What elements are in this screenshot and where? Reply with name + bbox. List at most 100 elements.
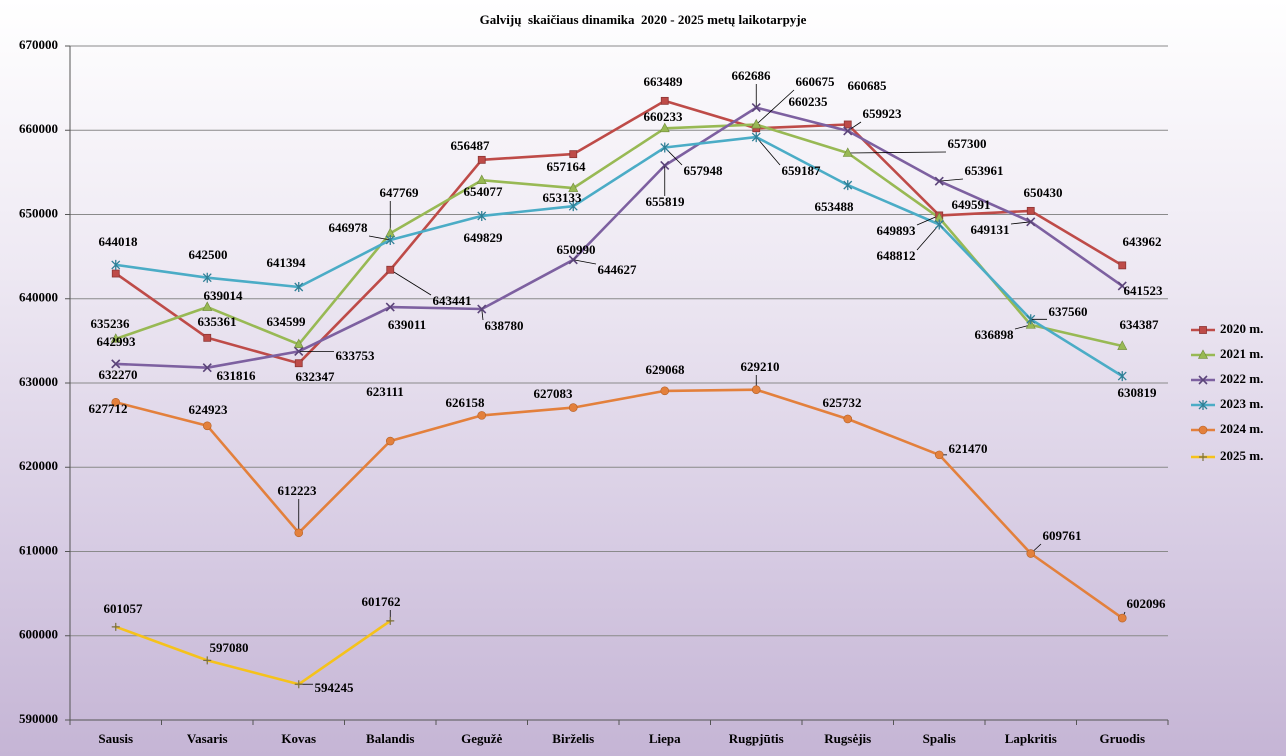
- legend-marker: [1199, 453, 1207, 461]
- data-point-marker: [477, 210, 487, 221]
- x-tick-label: Rugsėjis: [824, 731, 871, 746]
- data-point-marker: [1118, 261, 1127, 270]
- data-point-marker: [1026, 206, 1035, 215]
- legend-label: 2024 m.: [1220, 421, 1263, 436]
- data-point-marker: [293, 338, 304, 349]
- data-point-marker: [111, 259, 121, 270]
- data-point-marker: [203, 656, 212, 665]
- data-point-marker: [111, 622, 120, 631]
- legend-item-2023-m: 2023 m.: [1191, 396, 1263, 411]
- leader-line: [573, 259, 597, 265]
- data-label: 629210: [741, 359, 780, 374]
- data-label: 659923: [863, 106, 903, 121]
- series-line-2025-m: [114, 619, 392, 686]
- series-line-2022-m: [114, 106, 1124, 370]
- series-line-2023-m: [114, 135, 1124, 378]
- data-point-marker: [386, 265, 395, 274]
- data-label: 644018: [99, 234, 139, 249]
- data-point-marker: [659, 122, 670, 133]
- data-labels: 642993 635361 632347 643441 656487 657164 6634…: [89, 68, 1167, 695]
- data-label: 644627: [598, 262, 638, 277]
- data-label: 641394: [267, 255, 307, 270]
- data-label: 648812: [877, 248, 916, 263]
- data-point-marker: [294, 346, 304, 356]
- x-tick-label: Sausis: [98, 731, 133, 746]
- data-label: 653133: [543, 190, 583, 205]
- data-point-marker: [660, 142, 670, 153]
- data-point-marker: [1117, 281, 1127, 291]
- data-point-marker: [110, 333, 121, 343]
- x-tick-label: Gegužė: [461, 731, 502, 746]
- data-point-marker: [568, 403, 578, 412]
- data-point-marker: [569, 150, 578, 159]
- data-label: 627712: [89, 401, 128, 416]
- data-label: 594245: [315, 680, 355, 695]
- data-label: 627083: [534, 386, 574, 401]
- series-line-2020-m: [114, 99, 1124, 365]
- data-point-marker: [476, 174, 487, 184]
- data-point-marker: [294, 282, 304, 293]
- data-point-marker: [1117, 340, 1128, 350]
- data-point-marker: [660, 386, 670, 396]
- data-label: 631816: [217, 368, 257, 383]
- data-point-marker: [386, 616, 395, 625]
- data-label: 635236: [91, 316, 131, 331]
- data-point-marker: [934, 450, 944, 460]
- data-label: 649591: [952, 197, 991, 212]
- data-point-marker: [385, 436, 395, 446]
- data-point-marker: [1026, 549, 1036, 558]
- legend-marker: [1198, 375, 1208, 385]
- data-label: 663489: [644, 74, 684, 89]
- y-tick-label: 620000: [19, 458, 58, 473]
- x-tick-label: Lapkritis: [1005, 731, 1057, 746]
- data-point-marker: [934, 176, 944, 186]
- data-label: 657300: [948, 136, 987, 151]
- legend-label: 2020 m.: [1220, 321, 1263, 336]
- data-point-marker: [477, 155, 486, 164]
- data-point-marker: [751, 103, 761, 113]
- x-tick-label: Kovas: [281, 731, 316, 746]
- data-point-marker: [477, 304, 487, 314]
- x-tick-label: Spalis: [923, 731, 956, 746]
- leader-line: [847, 151, 947, 154]
- legend-item-2025-m: 2025 m.: [1191, 448, 1263, 463]
- y-tick-label: 650000: [19, 205, 58, 220]
- chart-title: Galvijų skaičiaus dinamika 2020 - 2025 m…: [480, 12, 807, 27]
- data-label: 642993: [97, 334, 137, 349]
- data-label: 660675: [796, 74, 836, 89]
- data-point-marker: [843, 120, 852, 129]
- data-label: 634387: [1120, 317, 1160, 332]
- data-point-marker: [385, 302, 395, 312]
- data-label: 662686: [732, 68, 772, 83]
- data-label: 601762: [362, 594, 401, 609]
- data-label: 629068: [646, 362, 686, 377]
- data-label: 632270: [99, 367, 138, 382]
- data-point-marker: [111, 397, 121, 407]
- data-point-marker: [294, 680, 303, 689]
- y-tick-label: 630000: [19, 374, 58, 389]
- data-point-marker: [477, 411, 487, 420]
- legend-item-2024-m: 2024 m.: [1191, 421, 1263, 436]
- legend-marker: [1198, 400, 1208, 410]
- data-label: 657948: [684, 163, 724, 178]
- data-point-marker: [1026, 314, 1036, 325]
- data-point-marker: [1026, 217, 1036, 227]
- leader-line: [1010, 221, 1031, 225]
- series-lines: [114, 99, 1124, 686]
- data-label: 633753: [336, 348, 376, 363]
- gridlines: 670000 660000 650000 640000 630000 620000 6100…: [19, 37, 1168, 726]
- data-label: 649131: [971, 222, 1010, 237]
- data-point-marker: [111, 359, 121, 369]
- data-point-marker: [751, 385, 761, 394]
- data-label: 641523: [1124, 283, 1164, 298]
- data-label: 634599: [267, 314, 307, 329]
- legend-item-2022-m: 2022 m.: [1191, 371, 1263, 386]
- data-label: 657164: [547, 159, 587, 174]
- data-point-marker: [842, 147, 853, 157]
- data-point-marker: [294, 528, 304, 538]
- leader-line: [390, 269, 432, 296]
- data-label: 650430: [1024, 185, 1063, 200]
- data-label: 654077: [464, 184, 504, 199]
- legend-item-2020-m: 2020 m.: [1191, 321, 1263, 336]
